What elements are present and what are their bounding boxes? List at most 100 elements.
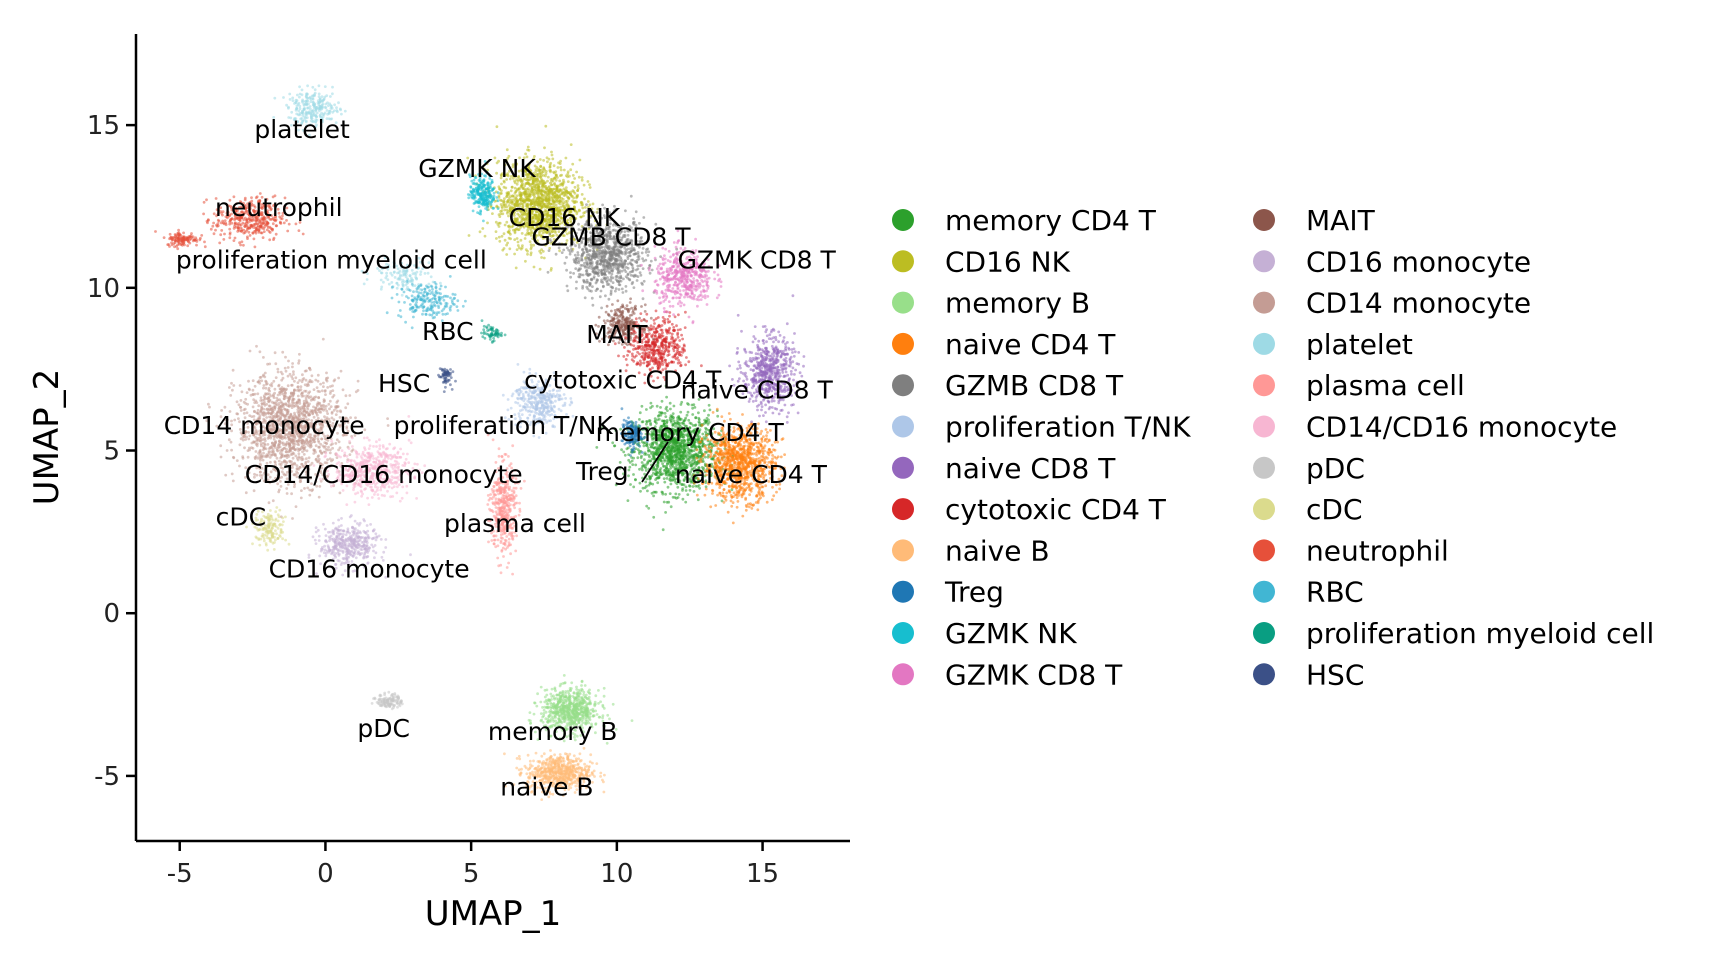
data-point bbox=[555, 693, 559, 697]
data-point bbox=[642, 444, 646, 448]
data-point bbox=[766, 450, 770, 454]
data-point bbox=[532, 265, 536, 269]
data-point bbox=[533, 192, 537, 196]
data-point bbox=[558, 684, 562, 688]
data-point bbox=[518, 190, 522, 194]
data-point bbox=[580, 679, 584, 683]
data-point bbox=[685, 465, 689, 469]
data-point bbox=[674, 430, 677, 433]
data-point bbox=[549, 713, 552, 716]
data-point bbox=[744, 504, 748, 507]
data-point bbox=[680, 439, 683, 443]
data-point bbox=[545, 705, 549, 709]
data-point bbox=[582, 183, 586, 187]
data-point bbox=[526, 252, 529, 256]
data-point bbox=[575, 280, 578, 284]
data-point bbox=[650, 268, 654, 272]
data-point bbox=[519, 198, 523, 202]
data-point bbox=[638, 418, 641, 421]
data-point bbox=[497, 185, 501, 189]
data-point bbox=[711, 492, 714, 495]
data-point bbox=[568, 174, 571, 178]
data-point bbox=[673, 496, 677, 499]
data-point bbox=[505, 148, 509, 152]
data-point bbox=[551, 157, 555, 161]
data-point bbox=[704, 455, 707, 459]
data-point bbox=[572, 700, 576, 703]
data-point bbox=[743, 452, 747, 456]
data-point bbox=[556, 701, 560, 705]
data-point bbox=[500, 192, 503, 195]
data-point bbox=[591, 303, 595, 307]
data-point bbox=[727, 412, 731, 415]
data-point bbox=[649, 443, 652, 447]
data-point bbox=[504, 186, 508, 190]
data-point bbox=[563, 699, 567, 702]
data-point bbox=[565, 268, 568, 272]
data-point bbox=[663, 411, 667, 415]
data-point bbox=[611, 441, 615, 445]
data-point bbox=[527, 191, 530, 194]
data-point bbox=[495, 237, 498, 240]
data-point bbox=[677, 440, 680, 444]
data-point bbox=[524, 199, 528, 202]
data-point bbox=[570, 181, 574, 185]
data-point bbox=[715, 407, 719, 411]
data-point bbox=[697, 411, 700, 415]
data-point bbox=[641, 486, 645, 490]
data-point bbox=[542, 198, 546, 202]
data-point bbox=[549, 705, 553, 709]
data-point bbox=[526, 249, 529, 253]
data-point bbox=[695, 468, 698, 471]
data-point bbox=[707, 432, 711, 436]
data-point bbox=[554, 252, 558, 256]
data-point bbox=[651, 404, 654, 408]
data-point bbox=[575, 196, 578, 200]
data-point bbox=[668, 433, 672, 437]
data-point bbox=[760, 490, 764, 494]
data-point bbox=[558, 179, 562, 183]
data-point bbox=[594, 694, 598, 698]
data-point bbox=[674, 492, 678, 496]
data-point bbox=[678, 479, 682, 483]
data-point bbox=[664, 511, 667, 514]
data-point bbox=[534, 183, 538, 187]
data-point bbox=[526, 145, 530, 149]
data-point bbox=[707, 450, 711, 453]
data-point bbox=[539, 700, 543, 704]
data-point bbox=[663, 419, 666, 423]
data-point bbox=[681, 421, 685, 425]
data-point bbox=[566, 713, 570, 716]
data-point bbox=[628, 270, 632, 274]
data-point bbox=[550, 150, 553, 154]
data-point bbox=[513, 238, 517, 242]
data-point bbox=[675, 450, 678, 453]
data-point bbox=[595, 713, 599, 716]
data-point bbox=[693, 406, 697, 409]
data-point bbox=[542, 179, 546, 183]
data-point bbox=[684, 475, 687, 479]
data-point bbox=[540, 174, 543, 178]
data-point bbox=[598, 295, 602, 299]
data-point bbox=[645, 408, 648, 411]
data-point bbox=[740, 452, 744, 456]
data-point bbox=[497, 235, 501, 239]
data-point bbox=[646, 446, 650, 449]
data-point bbox=[771, 498, 774, 502]
data-point bbox=[735, 505, 739, 509]
data-point bbox=[540, 185, 544, 189]
data-point bbox=[559, 694, 563, 698]
data-point bbox=[683, 429, 687, 433]
data-point bbox=[549, 169, 552, 172]
data-point bbox=[656, 481, 660, 485]
data-point bbox=[624, 285, 628, 288]
data-point bbox=[499, 198, 502, 202]
data-point bbox=[681, 456, 685, 460]
data-point bbox=[528, 711, 532, 714]
data-point bbox=[491, 212, 494, 216]
data-point bbox=[527, 199, 530, 203]
data-point bbox=[547, 157, 551, 161]
data-point bbox=[656, 463, 660, 466]
data-point bbox=[672, 419, 676, 423]
data-point bbox=[718, 451, 722, 454]
